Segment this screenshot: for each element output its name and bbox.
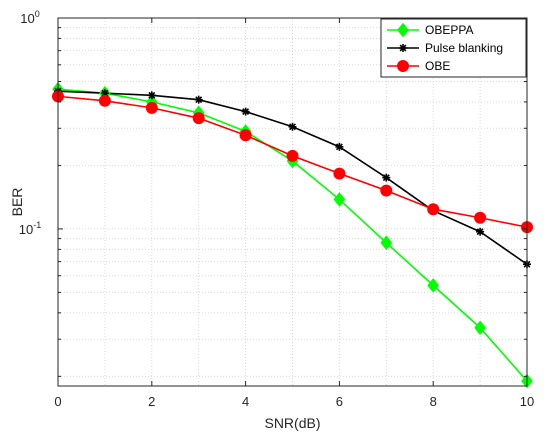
x-tick-label: 0 xyxy=(54,394,61,409)
series-2-point xyxy=(286,149,299,162)
x-tick-label: 8 xyxy=(430,394,437,409)
series-2-point xyxy=(239,129,252,142)
series-2-point xyxy=(98,94,111,107)
legend-marker xyxy=(399,44,407,52)
series-2-point xyxy=(427,203,440,216)
legend-marker xyxy=(397,60,409,72)
legend: OBEPPA Pulse blanking OBE xyxy=(380,18,527,78)
series-0-point xyxy=(333,192,346,207)
series-1-point xyxy=(476,227,485,236)
y-tick-label: 100 xyxy=(20,9,39,26)
y-tick-label: 10-1 xyxy=(19,220,41,237)
series-1-point xyxy=(241,107,250,116)
series-0-point xyxy=(380,235,393,251)
x-tick-label: 10 xyxy=(520,394,534,409)
y-axis-label: BER xyxy=(9,188,25,217)
series-2-point xyxy=(192,112,205,125)
legend-marker xyxy=(397,22,409,38)
plot-frame xyxy=(57,17,528,387)
legend-label: OBE xyxy=(425,59,450,73)
series-2-point xyxy=(333,167,346,180)
series-2-point xyxy=(380,184,393,197)
tick-labels: 0 2 4 6 8 10 100 10-1 xyxy=(19,9,534,409)
x-tick-label: 2 xyxy=(148,394,155,409)
series-2-point xyxy=(474,211,487,224)
series-1-point xyxy=(147,91,156,100)
series-markers xyxy=(52,81,533,389)
series-1-point xyxy=(194,95,203,104)
x-tick-label: 4 xyxy=(242,394,249,409)
legend-label: OBEPPA xyxy=(425,23,473,37)
series-2-point xyxy=(145,101,158,114)
series-1-point xyxy=(382,173,391,182)
series-0-point xyxy=(427,278,440,293)
x-tick-label: 6 xyxy=(336,394,343,409)
series-0-point xyxy=(474,320,486,336)
legend-label: Pulse blanking xyxy=(425,41,503,55)
series-1-point xyxy=(335,142,344,151)
x-axis-label: SNR(dB) xyxy=(264,415,320,431)
series-1-point xyxy=(288,122,297,131)
ticks xyxy=(57,18,528,386)
